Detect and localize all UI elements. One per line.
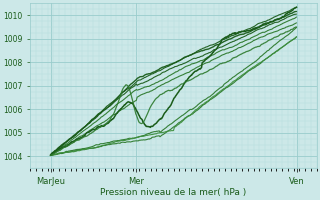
X-axis label: Pression niveau de la mer( hPa ): Pression niveau de la mer( hPa ) bbox=[100, 188, 247, 197]
